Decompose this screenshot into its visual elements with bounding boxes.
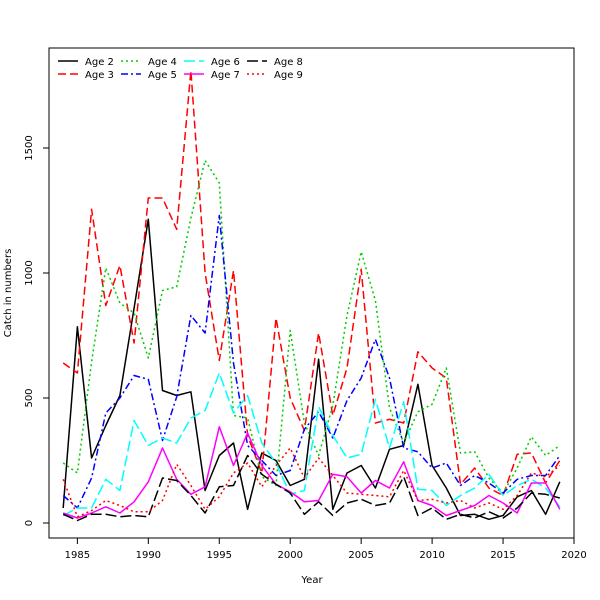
x-tick-label: 2010	[419, 550, 444, 561]
legend-label: Age 6	[211, 57, 240, 68]
y-tick-label: 0	[24, 520, 35, 526]
legend: Age 2 Age 3 Age 4 Age 5 Age 6 Age 7 Age 8 Age 9	[58, 57, 303, 81]
series-line-age-7	[62, 426, 561, 519]
series-line-age-4	[62, 159, 561, 494]
series-layer	[62, 69, 561, 522]
y-axis-label: Catch in numbers	[3, 249, 14, 338]
legend-label: Age 5	[148, 70, 177, 81]
series-line-age-3	[62, 69, 561, 497]
y-tick-label: 500	[24, 388, 35, 407]
x-axis-label: Year	[300, 575, 323, 586]
legend-label: Age 3	[85, 70, 114, 81]
y-tick-label: 1500	[24, 135, 35, 160]
x-tick-label: 1995	[207, 550, 232, 561]
series-line-age-9	[62, 447, 561, 518]
legend-label: Age 8	[274, 57, 303, 68]
y-tick-label: 1000	[24, 260, 35, 285]
x-tick-label: 1985	[65, 550, 90, 561]
legend-label: Age 4	[148, 57, 177, 68]
y-axis: 0 500 1000 1500	[24, 135, 49, 526]
legend-label: Age 2	[85, 57, 114, 68]
legend-label: Age 7	[211, 70, 240, 81]
plot-frame	[48, 47, 575, 539]
series-line-age-6	[62, 372, 561, 517]
x-tick-label: 1990	[136, 550, 161, 561]
legend-label: Age 9	[274, 70, 303, 81]
series-line-age-5	[62, 214, 561, 509]
x-tick-label: 2000	[277, 550, 302, 561]
x-tick-label: 2015	[490, 550, 515, 561]
x-tick-label: 2020	[561, 550, 586, 561]
series-line-age-8	[62, 454, 560, 522]
x-tick-label: 2005	[348, 550, 373, 561]
x-axis: 1985 1990 1995 2000 2005 2010 2015 2020	[65, 538, 587, 561]
series-line-age-2	[62, 218, 561, 521]
